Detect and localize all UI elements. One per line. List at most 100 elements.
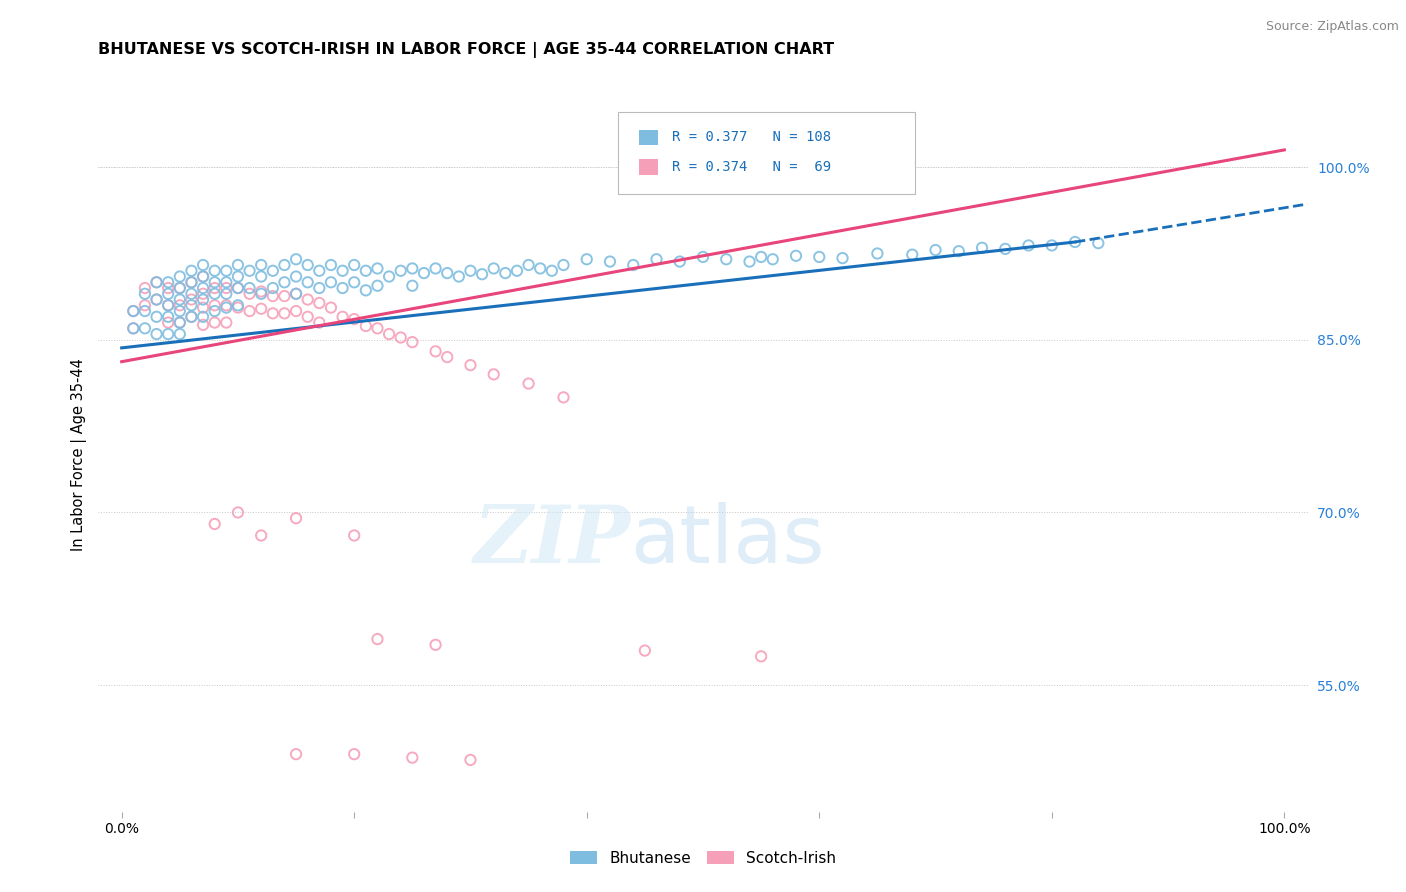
Text: Source: ZipAtlas.com: Source: ZipAtlas.com xyxy=(1265,20,1399,33)
Point xyxy=(1064,235,1087,249)
Point xyxy=(239,281,262,295)
Point xyxy=(191,269,214,284)
Point xyxy=(250,269,273,284)
Point xyxy=(343,747,366,761)
Point xyxy=(413,266,436,280)
Point xyxy=(401,278,423,293)
Point xyxy=(180,293,202,307)
Point xyxy=(191,286,214,301)
Point xyxy=(401,261,423,276)
Point xyxy=(180,310,202,324)
Point xyxy=(460,358,482,372)
Point xyxy=(831,251,853,265)
Point xyxy=(273,306,295,320)
Point xyxy=(343,312,366,326)
Point xyxy=(191,318,214,332)
Point xyxy=(366,632,388,646)
Point xyxy=(169,281,191,295)
Point xyxy=(169,316,191,330)
Point xyxy=(250,286,273,301)
Point xyxy=(297,310,319,324)
Point xyxy=(226,258,249,272)
Point xyxy=(716,252,738,267)
Point xyxy=(226,506,249,520)
Point xyxy=(273,275,295,289)
Point xyxy=(250,528,273,542)
Point xyxy=(239,304,262,318)
Point xyxy=(482,261,505,276)
Point xyxy=(285,252,308,267)
Point xyxy=(262,306,284,320)
Point xyxy=(471,267,494,281)
Point xyxy=(425,344,447,359)
Point xyxy=(226,269,249,284)
Point xyxy=(145,293,167,307)
Point xyxy=(575,252,598,267)
Point xyxy=(354,318,377,333)
Point xyxy=(134,281,156,295)
Point xyxy=(308,281,330,295)
Point xyxy=(191,281,214,295)
Point xyxy=(215,275,238,289)
Point xyxy=(134,298,156,312)
Point xyxy=(297,293,319,307)
Point xyxy=(285,747,308,761)
Point xyxy=(169,298,191,312)
Point xyxy=(204,286,226,301)
Point xyxy=(460,264,482,278)
Point xyxy=(180,286,202,301)
Point xyxy=(215,286,238,301)
Point xyxy=(226,281,249,295)
Point xyxy=(226,281,249,295)
Point xyxy=(157,327,180,342)
Point xyxy=(169,304,191,318)
Point xyxy=(215,264,238,278)
Point xyxy=(273,258,295,272)
Point xyxy=(621,258,644,272)
Point xyxy=(191,293,214,307)
Point xyxy=(204,298,226,312)
Point xyxy=(285,511,308,525)
Point xyxy=(204,316,226,330)
Point xyxy=(145,293,167,307)
Point xyxy=(191,258,214,272)
Point xyxy=(460,753,482,767)
Point xyxy=(332,281,354,295)
Point xyxy=(122,304,145,318)
Point xyxy=(378,269,401,284)
Point xyxy=(389,264,412,278)
Point xyxy=(645,252,668,267)
Point xyxy=(319,258,342,272)
Point xyxy=(1087,236,1109,251)
Point xyxy=(145,275,167,289)
Point xyxy=(204,516,226,531)
Point xyxy=(553,390,575,404)
Point xyxy=(204,264,226,278)
Point xyxy=(366,261,388,276)
Point xyxy=(668,254,690,268)
Point xyxy=(145,310,167,324)
Point xyxy=(308,316,330,330)
Point xyxy=(749,250,772,264)
Text: BHUTANESE VS SCOTCH-IRISH IN LABOR FORCE | AGE 35-44 CORRELATION CHART: BHUTANESE VS SCOTCH-IRISH IN LABOR FORCE… xyxy=(98,42,835,58)
Point xyxy=(366,278,388,293)
Point xyxy=(204,275,226,289)
Point xyxy=(239,264,262,278)
Point xyxy=(297,258,319,272)
Point xyxy=(169,269,191,284)
Point xyxy=(191,310,214,324)
Point xyxy=(599,254,621,268)
Point xyxy=(366,321,388,335)
Point xyxy=(866,246,889,260)
Point xyxy=(447,269,470,284)
Legend: Bhutanese, Scotch-Irish: Bhutanese, Scotch-Irish xyxy=(564,845,842,871)
Point xyxy=(389,330,412,344)
Point xyxy=(354,283,377,297)
Text: atlas: atlas xyxy=(630,501,825,580)
Point xyxy=(1040,238,1063,252)
Point xyxy=(273,289,295,303)
Point xyxy=(262,281,284,295)
Point xyxy=(145,327,167,342)
Point xyxy=(354,264,377,278)
Point xyxy=(262,289,284,303)
